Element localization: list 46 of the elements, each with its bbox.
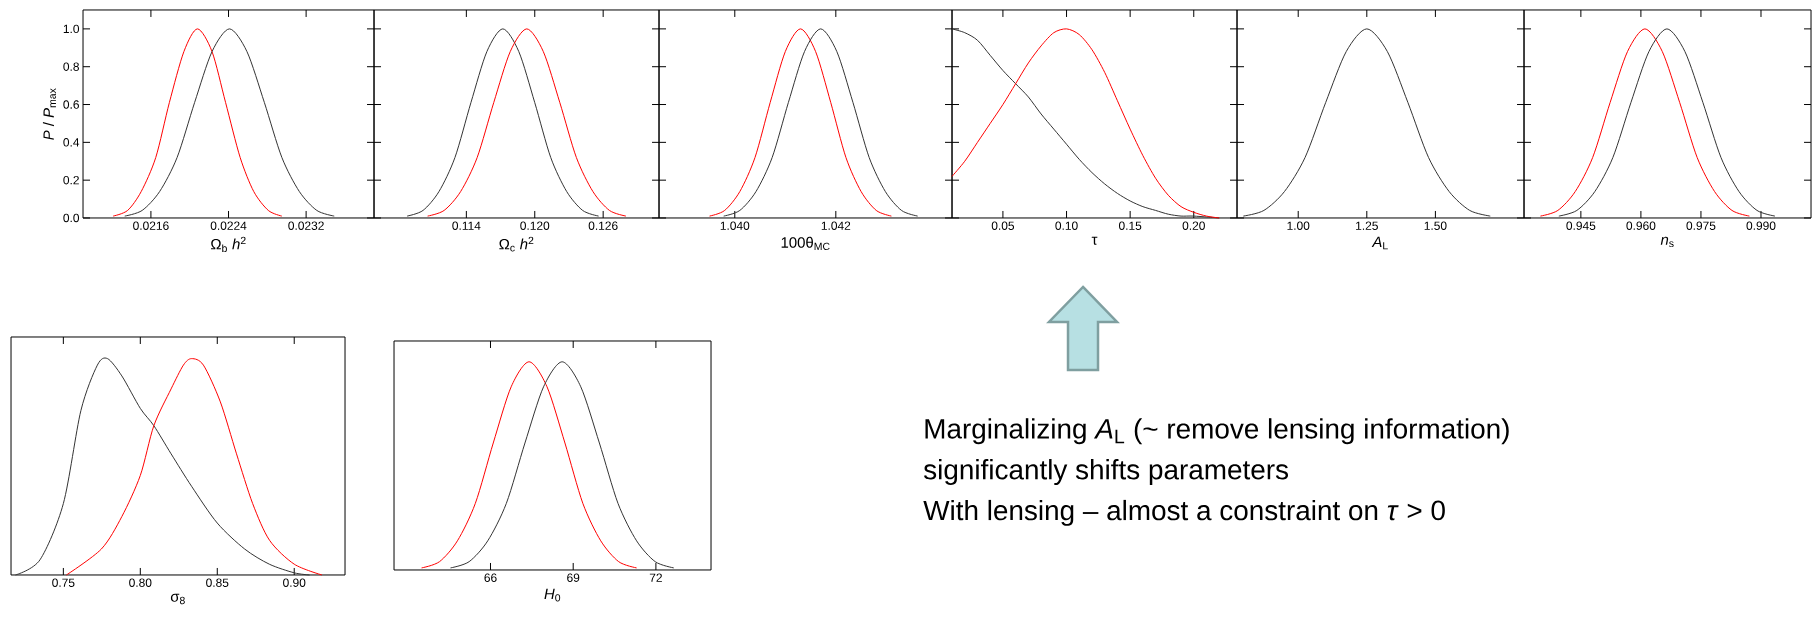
y-tick-label: 0.0 — [63, 213, 80, 223]
x-tick-label: 0.15 — [1118, 221, 1142, 230]
x-tick-label: 0.10 — [1055, 221, 1078, 230]
x-tick-label: 1.040 — [720, 221, 750, 230]
x-tick-label: 1.00 — [1287, 221, 1310, 230]
x-tick-label: 0.990 — [1746, 221, 1776, 230]
x-tick-label: 0.20 — [1182, 221, 1205, 230]
x-tick-label: 72 — [649, 573, 662, 582]
line-series — [124, 28, 335, 217]
x-tick-label: 0.80 — [129, 578, 152, 587]
x-tick-label: 0.120 — [520, 221, 550, 230]
y-tick-label: 0.2 — [63, 175, 79, 185]
x-axis-title: A$_{L}$ — [1371, 236, 1388, 250]
x-tick-label: 0.126 — [588, 221, 618, 230]
x-tick-label: 1.25 — [1356, 221, 1378, 230]
y-tick-label: 0.6 — [63, 100, 79, 109]
x-axis-title: H$_{0}$ — [544, 588, 561, 602]
y-axis-title: P / P$_{max}$ — [42, 88, 57, 140]
y-tick-label: 0.8 — [63, 62, 79, 71]
x-tick-label: 0.0224 — [210, 221, 247, 230]
x-axis-title: Ω$_{c}$ h$^{2}$ — [499, 236, 534, 252]
x-tick-label: 0.945 — [1566, 221, 1596, 230]
x-tick-label: 0.0216 — [133, 221, 169, 230]
y-tick-label: 0.4 — [63, 138, 80, 147]
x-tick-label: 66 — [484, 573, 497, 582]
x-tick-label: 69 — [567, 573, 580, 582]
x-tick-label: 0.90 — [283, 578, 306, 587]
x-tick-label: 0.75 — [52, 578, 75, 587]
y-tick-label: 1.0 — [63, 24, 80, 34]
x-axis-title: σ$_{8}$ — [170, 593, 185, 605]
x-tick-label: 0.960 — [1626, 221, 1656, 230]
text: significantly shifts parameters — [923, 459, 1289, 486]
x-tick-label: 1.50 — [1424, 221, 1447, 230]
x-tick-label: 0.0232 — [288, 221, 324, 230]
x-axis-title: n$_{s}$ — [1660, 236, 1674, 248]
x-tick-label: 0.85 — [206, 578, 229, 587]
x-axis-title: 100θ$_{MC}$ — [781, 236, 830, 251]
x-tick-label: 1.042 — [821, 221, 851, 230]
line-series — [112, 28, 283, 217]
x-tick-label: 0.975 — [1686, 221, 1716, 230]
text: With lensing – almost a constraint on τ > 0 — [923, 499, 1445, 526]
x-axis-title: Ω$_{b}$ h$^{2}$ — [211, 236, 246, 253]
x-tick-label: 0.05 — [991, 221, 1015, 230]
x-tick-label: 0.114 — [452, 221, 481, 230]
text: Marginalizing A$_{L}$ (~ remove lensing information) — [925, 418, 1509, 445]
x-axis-title: τ — [1091, 236, 1098, 245]
